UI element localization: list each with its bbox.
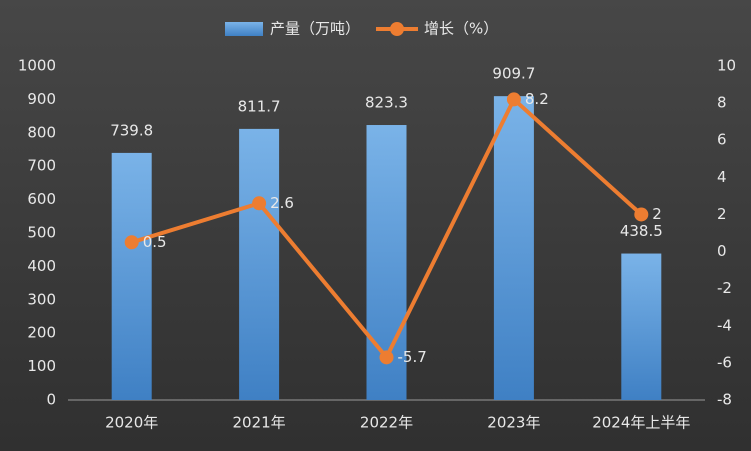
line-point	[252, 196, 267, 211]
y2-tick-label: -2	[717, 279, 732, 297]
line-point	[634, 207, 649, 222]
y2-tick-label: -6	[717, 353, 732, 371]
x-tick-label: 2023年	[487, 414, 540, 432]
y-tick-label: 800	[27, 123, 56, 141]
bar	[621, 253, 662, 400]
y-tick-label: 900	[27, 90, 56, 108]
legend-swatch	[225, 22, 263, 36]
legend-label: 产量（万吨）	[270, 20, 360, 38]
bar-value-label: 909.7	[492, 65, 535, 83]
y2-tick-label: 2	[717, 205, 727, 223]
legend-marker	[390, 22, 404, 36]
y2-tick-label: 0	[717, 242, 727, 260]
y-tick-label: 700	[27, 157, 56, 175]
bar	[493, 96, 534, 400]
y-tick-label: 300	[27, 290, 56, 308]
line-value-label: 2.6	[270, 194, 294, 212]
line-value-label: 8.2	[525, 90, 549, 108]
x-tick-label: 2022年	[360, 414, 413, 432]
x-tick-label: 2020年	[105, 414, 158, 432]
y-tick-label: 200	[27, 324, 56, 342]
y2-tick-label: 6	[717, 131, 727, 149]
y-tick-label: 600	[27, 190, 56, 208]
line-value-label: -5.7	[398, 348, 427, 366]
y-tick-label: 500	[27, 224, 56, 242]
y-tick-label: 100	[27, 357, 56, 375]
line-point	[506, 92, 521, 107]
y2-tick-label: 8	[717, 94, 727, 112]
x-tick-label: 2021年	[233, 414, 286, 432]
bar	[239, 128, 280, 400]
y2-tick-label: -4	[717, 316, 732, 334]
bar-value-label: 823.3	[365, 94, 408, 112]
bar	[111, 152, 152, 400]
line-point	[124, 235, 139, 250]
legend-label: 增长（%）	[424, 20, 498, 38]
y-tick-label: 400	[27, 257, 56, 275]
line-value-label: 0.5	[143, 233, 167, 251]
y-tick-label: 0	[46, 391, 56, 409]
bar-value-label: 438.5	[620, 222, 663, 240]
y2-tick-label: 10	[717, 57, 736, 75]
x-tick-label: 2024年上半年	[592, 414, 690, 432]
bar-value-label: 811.7	[238, 97, 281, 115]
y2-tick-label: -8	[717, 391, 732, 409]
bar-value-label: 739.8	[110, 121, 153, 139]
line-point	[379, 350, 394, 365]
line-value-label: 2	[652, 205, 662, 223]
y-tick-label: 1000	[18, 57, 56, 75]
y2-tick-label: 4	[717, 168, 727, 186]
